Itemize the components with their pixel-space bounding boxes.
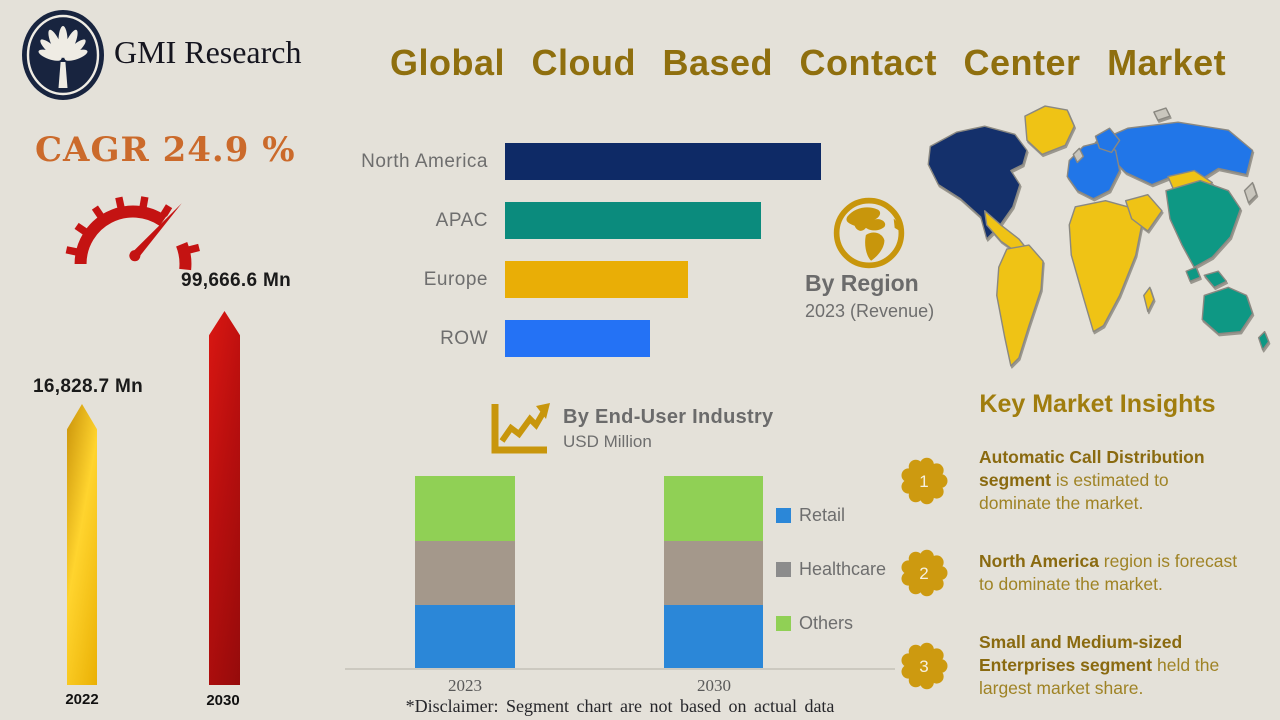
insight-item-2: 2 North America region is forecast to dom… [898,547,1243,599]
legend-label: Retail [799,504,846,525]
region-bar [505,320,651,357]
region-bar [505,261,689,298]
region-bar [505,143,821,180]
insight-item-1: 1 Automatic Call Distribution segment is … [898,446,1243,515]
segment-retail [415,604,515,668]
value-2030: 99,666.6 Mn [181,270,291,291]
insights-title: Key Market Insights [979,390,1216,418]
cagr-value: CAGR 24.9 % [35,130,296,170]
arrow-2030 [209,311,240,685]
svg-text:2: 2 [919,564,928,583]
year-label-2030: 2030 [206,692,240,709]
legend-swatch [776,615,791,631]
by-region-title: By Region [805,270,919,296]
legend-label: Others [799,612,854,633]
by-region-subtitle: 2023 (Revenue) [805,301,935,321]
stacked-bar-2023 [415,476,515,668]
legend-swatch [776,561,791,577]
globe-icon [833,197,905,269]
svg-text:1: 1 [919,472,928,491]
world-map [925,98,1280,380]
x-tick-label: 2030 [697,676,731,695]
segment-others [664,476,763,542]
insight-text: Automatic Call Distribution segment is e… [979,447,1205,513]
segment-healthcare [664,541,763,605]
insight-item-3: 3 Small and Medium-sized Enterprises segm… [898,631,1243,700]
region-row: ROW [340,320,821,357]
region-row: North America [340,143,821,180]
enduser-subtitle: USD Million [563,432,652,451]
insight-badge-icon: 3 [901,642,948,689]
gmi-logo-icon [22,10,104,100]
segment-retail [664,604,763,668]
legend-item-retail: Retail [776,504,886,525]
region-bar [505,202,761,239]
legend-item-healthcare: Healthcare [776,558,887,579]
region-label: Europe [423,268,488,290]
region-row: APAC [340,202,821,239]
x-tick-label: 2023 [448,676,482,695]
segment-others [415,476,515,542]
insight-badge-icon: 1 [901,457,948,504]
region-row: Europe [340,261,821,298]
insight-text: Small and Medium-sized Enterprises segme… [979,632,1220,698]
brand-name: GMI Research [114,34,302,70]
stacked-bar-2030 [664,476,763,668]
page-title: Global Cloud Based Contact Center Market [390,42,1227,83]
segment-healthcare [415,541,515,605]
x-axis-line [345,668,895,670]
speedometer-icon [65,196,200,271]
stacked-bar-chart: 2023 2030 [345,470,897,710]
year-label-2022: 2022 [65,691,99,708]
legend-swatch [776,507,791,523]
region-label: APAC [435,209,488,231]
svg-text:3: 3 [919,657,928,676]
insight-badge-icon: 2 [901,549,948,597]
arrow-2022 [67,404,97,685]
region-label: ROW [440,327,488,349]
chart-legend: Retail Healthcare Others [776,504,887,633]
trend-chart-icon [491,403,550,454]
insight-text: North America region is forecast to domi… [979,551,1238,594]
legend-label: Healthcare [799,558,887,579]
legend-item-others: Others [776,612,886,633]
value-2022: 16,828.7 Mn [33,376,143,397]
disclaimer-text: *Disclaimer: Segment chart are not based… [405,696,835,716]
region-label: North America [361,150,488,172]
region-bar-chart: North America APAC Europe ROW [340,143,821,357]
enduser-title: By End-User Industry [563,406,774,428]
